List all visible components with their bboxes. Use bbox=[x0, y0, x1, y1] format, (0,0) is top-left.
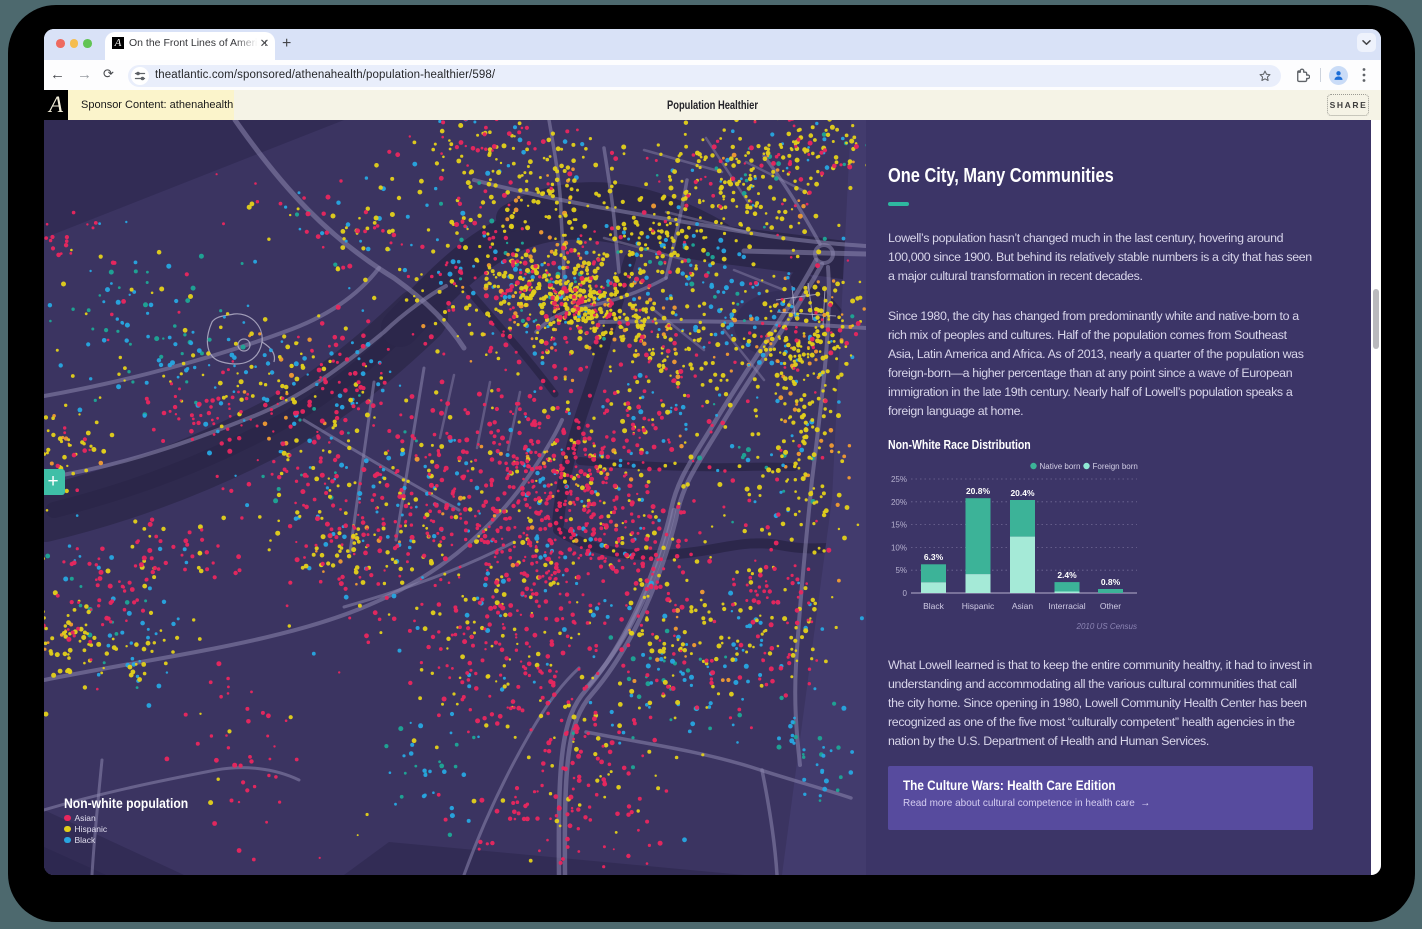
svg-text:20.4%: 20.4% bbox=[1010, 488, 1035, 498]
svg-text:Native born: Native born bbox=[1040, 462, 1081, 471]
svg-text:25%: 25% bbox=[891, 475, 907, 484]
svg-text:20%: 20% bbox=[891, 498, 907, 507]
svg-text:2010 US Census: 2010 US Census bbox=[1076, 622, 1137, 631]
svg-text:2.4%: 2.4% bbox=[1057, 570, 1077, 580]
svg-text:Foreign born: Foreign born bbox=[1093, 462, 1138, 471]
svg-text:Other: Other bbox=[1100, 601, 1121, 611]
svg-text:0.8%: 0.8% bbox=[1101, 577, 1121, 587]
svg-text:10%: 10% bbox=[891, 543, 907, 552]
svg-text:Black: Black bbox=[923, 601, 945, 611]
svg-text:Asian: Asian bbox=[1012, 601, 1034, 611]
svg-text:5%: 5% bbox=[895, 566, 907, 575]
svg-text:0: 0 bbox=[903, 589, 908, 598]
svg-text:6.3%: 6.3% bbox=[924, 552, 944, 562]
svg-text:20.8%: 20.8% bbox=[966, 486, 991, 496]
svg-text:15%: 15% bbox=[891, 521, 907, 530]
svg-text:Hispanic: Hispanic bbox=[962, 601, 995, 611]
svg-text:Interracial: Interracial bbox=[1048, 601, 1085, 611]
